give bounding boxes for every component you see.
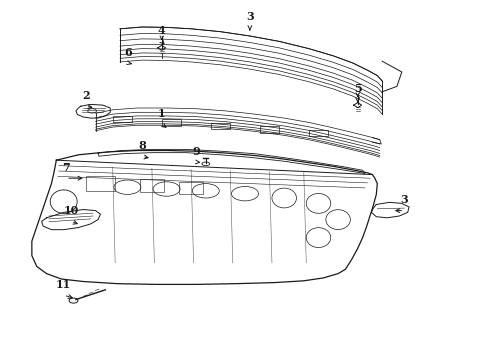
Bar xyxy=(179,181,203,194)
Text: 5: 5 xyxy=(354,82,362,94)
Text: 10: 10 xyxy=(63,205,79,216)
Text: 2: 2 xyxy=(82,90,90,101)
Text: 1: 1 xyxy=(158,108,166,119)
Bar xyxy=(86,176,115,191)
Bar xyxy=(211,123,230,129)
Text: 8: 8 xyxy=(138,140,146,151)
Text: 3: 3 xyxy=(400,194,408,205)
Text: 11: 11 xyxy=(56,279,72,290)
Bar xyxy=(162,119,181,126)
Text: 7: 7 xyxy=(62,162,70,173)
Bar xyxy=(260,126,279,133)
Bar xyxy=(309,130,328,136)
Text: 4: 4 xyxy=(158,25,166,36)
Bar xyxy=(140,179,164,192)
Text: 9: 9 xyxy=(192,145,200,157)
Bar xyxy=(113,116,132,122)
Text: 6: 6 xyxy=(124,46,132,58)
Text: 3: 3 xyxy=(246,10,254,22)
